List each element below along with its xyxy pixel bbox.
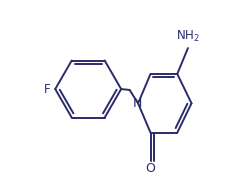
Text: NH$_2$: NH$_2$ — [175, 28, 199, 44]
Text: F: F — [44, 83, 51, 96]
Text: N: N — [132, 97, 141, 110]
Text: O: O — [145, 163, 155, 175]
